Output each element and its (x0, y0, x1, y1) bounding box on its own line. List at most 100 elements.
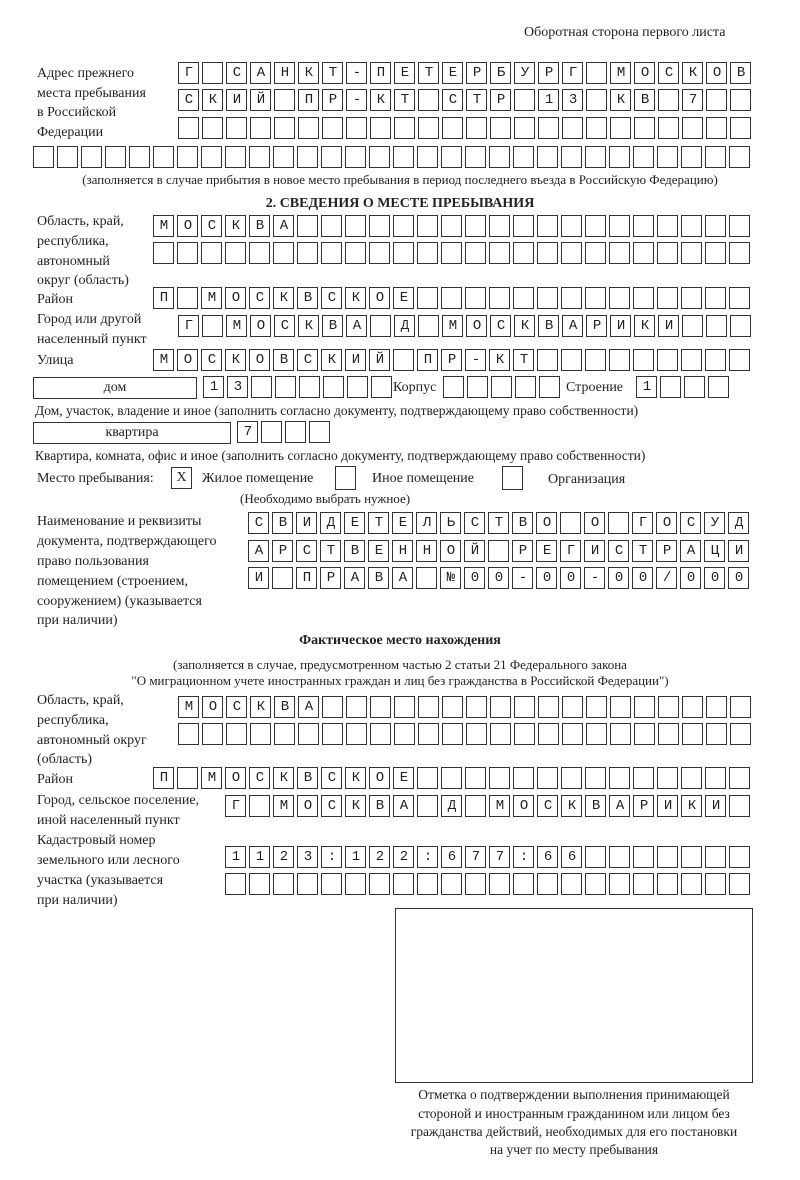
char-cell[interactable] (226, 62, 247, 84)
char-cell[interactable] (536, 540, 557, 562)
char-cell[interactable] (225, 795, 246, 817)
char-cell[interactable] (682, 62, 703, 84)
char-cell[interactable] (536, 567, 557, 589)
char-cell[interactable] (298, 89, 319, 111)
char-cell[interactable] (272, 567, 293, 589)
char-cell[interactable] (274, 696, 295, 718)
char-cell[interactable] (466, 696, 487, 718)
char-cell[interactable] (297, 846, 318, 868)
char-cell[interactable] (250, 696, 271, 718)
char-cell[interactable] (561, 846, 582, 868)
char-cell[interactable] (442, 117, 463, 139)
option-residential-checkbox[interactable]: X (171, 467, 192, 489)
char-cell[interactable] (298, 696, 319, 718)
char-cell[interactable] (298, 315, 319, 337)
char-cell[interactable] (730, 315, 751, 337)
char-cell[interactable] (729, 215, 750, 237)
char-cell[interactable] (560, 567, 581, 589)
char-cell[interactable] (633, 795, 654, 817)
char-cell[interactable] (418, 723, 439, 745)
char-cell[interactable] (513, 242, 534, 264)
char-cell[interactable] (584, 567, 605, 589)
char-cell[interactable] (586, 315, 607, 337)
char-cell[interactable] (320, 512, 341, 534)
char-cell[interactable] (729, 349, 750, 371)
char-cell[interactable] (539, 376, 560, 398)
char-cell[interactable] (226, 89, 247, 111)
char-cell[interactable] (584, 540, 605, 562)
char-cell[interactable] (322, 117, 343, 139)
char-cell[interactable] (418, 117, 439, 139)
char-cell[interactable] (705, 287, 726, 309)
char-cell[interactable] (153, 146, 174, 168)
char-cell[interactable] (490, 696, 511, 718)
char-cell[interactable] (561, 795, 582, 817)
char-cell[interactable] (297, 146, 318, 168)
char-cell[interactable] (441, 767, 462, 789)
char-cell[interactable] (562, 315, 583, 337)
char-cell[interactable] (634, 89, 655, 111)
char-cell[interactable] (393, 795, 414, 817)
char-cell[interactable] (369, 215, 390, 237)
char-cell[interactable] (344, 540, 365, 562)
char-cell[interactable] (345, 846, 366, 868)
char-cell[interactable] (345, 767, 366, 789)
char-cell[interactable] (680, 567, 701, 589)
char-cell[interactable] (177, 767, 198, 789)
char-cell[interactable] (608, 540, 629, 562)
char-cell[interactable] (225, 349, 246, 371)
char-cell[interactable] (440, 540, 461, 562)
char-cell[interactable] (586, 696, 607, 718)
char-cell[interactable] (394, 723, 415, 745)
char-cell[interactable] (537, 146, 558, 168)
char-cell[interactable] (537, 873, 558, 895)
char-cell[interactable] (417, 215, 438, 237)
char-cell[interactable] (321, 349, 342, 371)
char-cell[interactable] (682, 696, 703, 718)
char-cell[interactable] (345, 349, 366, 371)
char-cell[interactable] (345, 795, 366, 817)
option-organization-checkbox[interactable] (502, 466, 523, 490)
char-cell[interactable] (705, 146, 726, 168)
char-cell[interactable] (537, 795, 558, 817)
char-cell[interactable] (202, 62, 223, 84)
char-cell[interactable] (441, 215, 462, 237)
char-cell[interactable] (633, 287, 654, 309)
char-cell[interactable] (299, 376, 320, 398)
char-cell[interactable] (297, 242, 318, 264)
char-cell[interactable] (201, 242, 222, 264)
char-cell[interactable] (634, 117, 655, 139)
char-cell[interactable] (538, 723, 559, 745)
char-cell[interactable] (81, 146, 102, 168)
char-cell[interactable] (393, 873, 414, 895)
char-cell[interactable] (177, 242, 198, 264)
char-cell[interactable] (440, 567, 461, 589)
char-cell[interactable] (585, 146, 606, 168)
char-cell[interactable] (274, 723, 295, 745)
char-cell[interactable] (345, 242, 366, 264)
char-cell[interactable] (514, 117, 535, 139)
char-cell[interactable] (490, 89, 511, 111)
char-cell[interactable] (728, 567, 749, 589)
char-cell[interactable] (394, 117, 415, 139)
char-cell[interactable] (706, 62, 727, 84)
char-cell[interactable] (538, 117, 559, 139)
char-cell[interactable] (369, 873, 390, 895)
char-cell[interactable] (249, 215, 270, 237)
char-cell[interactable] (298, 62, 319, 84)
char-cell[interactable] (321, 795, 342, 817)
char-cell[interactable] (729, 146, 750, 168)
char-cell[interactable] (730, 696, 751, 718)
char-cell[interactable] (561, 349, 582, 371)
char-cell[interactable] (320, 540, 341, 562)
char-cell[interactable] (657, 873, 678, 895)
char-cell[interactable] (368, 567, 389, 589)
char-cell[interactable] (609, 349, 630, 371)
char-cell[interactable] (225, 146, 246, 168)
char-cell[interactable] (512, 540, 533, 562)
char-cell[interactable] (250, 89, 271, 111)
char-cell[interactable] (467, 376, 488, 398)
char-cell[interactable] (537, 215, 558, 237)
char-cell[interactable] (561, 215, 582, 237)
char-cell[interactable] (490, 723, 511, 745)
